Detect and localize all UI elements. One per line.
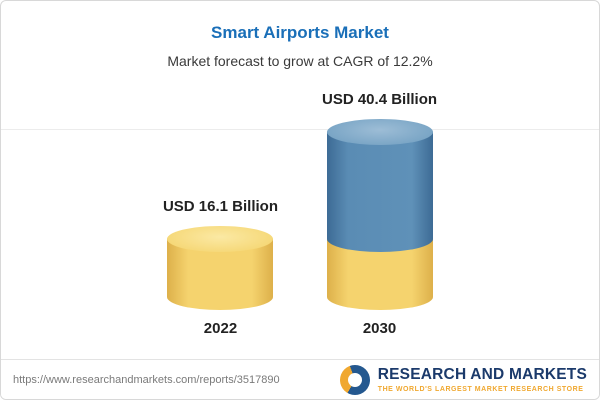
footer: https://www.researchandmarkets.com/repor… — [1, 360, 599, 399]
chart-title: Smart Airports Market — [211, 23, 389, 42]
header-divider — [1, 129, 599, 130]
value-label-2022: USD 16.1 Billion — [162, 198, 278, 215]
brand-tagline: THE WORLD'S LARGEST MARKET RESEARCH STOR… — [377, 386, 584, 393]
cylinder-2030-cap — [326, 119, 433, 145]
research-and-markets-logo-icon — [339, 364, 370, 395]
cylinder-2022-cap — [167, 226, 274, 252]
year-label-2030: 2030 — [362, 320, 397, 337]
cylinder-2030 — [326, 119, 433, 310]
bar-group-2022: USD 16.1 Billion 2022 — [163, 198, 278, 337]
chart-subtitle: Market forecast to grow at CAGR of 12.2% — [167, 53, 433, 69]
brand-name: RESEARCH AND MARKETS — [377, 366, 587, 383]
bar-group-2030: USD 40.4 Billion 2030 — [322, 91, 437, 337]
cylinder-2022 — [167, 226, 274, 310]
value-label-2030: USD 40.4 Billion — [322, 91, 438, 108]
chart-header: Smart Airports Market Market forecast to… — [1, 23, 599, 69]
year-label-2022: 2022 — [203, 320, 238, 337]
cylinder-bar-chart: USD 16.1 Billion 2022 USD 40.4 Billion 2… — [1, 91, 599, 337]
cylinder-2030-top-seg — [326, 132, 433, 252]
brand-logo: RESEARCH AND MARKETS THE WORLD'S LARGEST… — [339, 364, 587, 395]
footer-divider — [1, 359, 599, 360]
brand-text: RESEARCH AND MARKETS THE WORLD'S LARGEST… — [378, 366, 587, 393]
report-url: https://www.researchandmarkets.com/repor… — [13, 373, 280, 386]
